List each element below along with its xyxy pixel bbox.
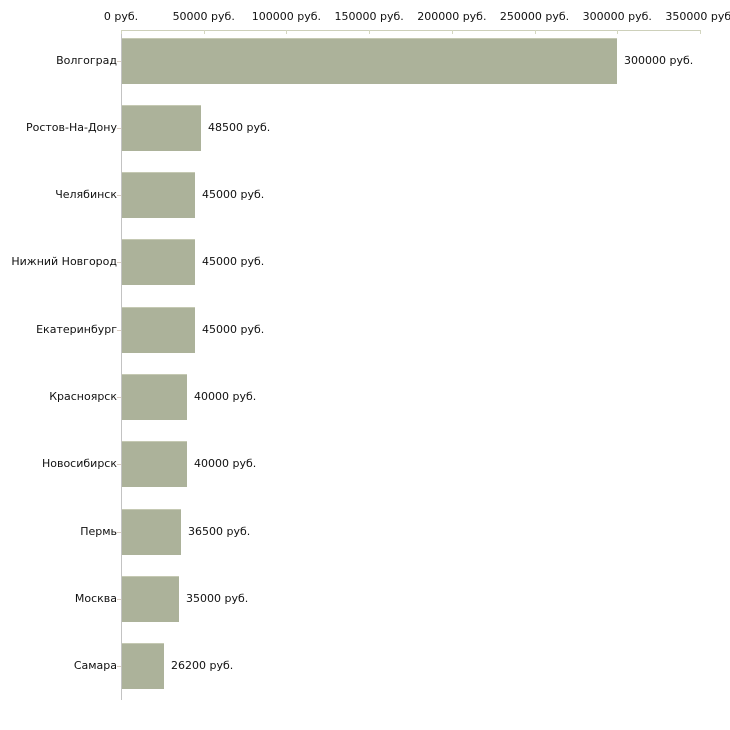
y-axis-line bbox=[121, 30, 122, 700]
category-tick-mark bbox=[117, 262, 121, 263]
value-label: 40000 руб. bbox=[194, 390, 257, 403]
bar bbox=[122, 307, 195, 353]
x-axis-tick-mark bbox=[617, 30, 619, 34]
x-axis-tick-label: 200000 руб. bbox=[417, 10, 487, 23]
x-axis-tick-mark bbox=[700, 30, 701, 34]
bar bbox=[122, 239, 195, 285]
bar bbox=[122, 105, 201, 151]
bar bbox=[122, 509, 181, 555]
value-label: 26200 руб. bbox=[171, 659, 234, 672]
value-label: 45000 руб. bbox=[202, 323, 265, 336]
value-label: 45000 руб. bbox=[202, 188, 265, 201]
category-tick-mark bbox=[117, 195, 121, 196]
category-tick-mark bbox=[117, 330, 121, 331]
x-axis-tick-mark bbox=[121, 30, 122, 34]
x-axis-tick-mark bbox=[534, 30, 536, 34]
category-label: Ростов-На-Дону bbox=[25, 121, 117, 134]
category-tick-mark bbox=[117, 464, 121, 465]
value-label: 45000 руб. bbox=[202, 255, 265, 268]
x-axis-tick-label: 250000 руб. bbox=[499, 10, 570, 23]
value-label: 300000 руб. bbox=[624, 54, 694, 67]
category-label: Нижний Новгород bbox=[11, 255, 117, 268]
category-label: Екатеринбург bbox=[36, 323, 117, 336]
category-tick-mark bbox=[117, 397, 121, 398]
category-label: Пермь bbox=[80, 525, 117, 538]
x-axis-tick-mark bbox=[369, 30, 371, 34]
category-label: Челябинск bbox=[55, 188, 117, 201]
x-axis-tick-label: 300000 руб. bbox=[582, 10, 652, 23]
category-tick-mark bbox=[117, 128, 121, 129]
category-tick-mark bbox=[117, 666, 121, 667]
category-label: Волгоград bbox=[56, 54, 117, 67]
value-label: 35000 руб. bbox=[186, 592, 249, 605]
x-axis-tick-label: 350000 руб. bbox=[665, 10, 730, 23]
x-axis-tick-mark bbox=[451, 30, 453, 34]
x-axis-tick-label: 150000 руб. bbox=[334, 10, 404, 23]
x-axis-tick-mark bbox=[286, 30, 288, 34]
bar bbox=[122, 576, 179, 622]
bar bbox=[122, 643, 164, 689]
category-label: Новосибирск bbox=[41, 457, 117, 470]
x-axis-tick-mark bbox=[203, 30, 205, 34]
bar bbox=[122, 172, 195, 218]
value-label: 48500 руб. bbox=[208, 121, 271, 134]
x-axis-tick-label: 100000 руб. bbox=[251, 10, 322, 23]
x-axis-tick-label: 50000 руб. bbox=[172, 10, 235, 23]
category-label: Москва bbox=[74, 592, 117, 605]
bar bbox=[122, 441, 187, 487]
category-label: Самара bbox=[73, 659, 117, 672]
category-tick-mark bbox=[117, 599, 121, 600]
value-label: 36500 руб. bbox=[188, 525, 251, 538]
value-label: 40000 руб. bbox=[194, 457, 257, 470]
bar bbox=[122, 38, 617, 84]
bar bbox=[122, 374, 187, 420]
x-axis-line bbox=[121, 30, 700, 31]
category-label: Красноярск bbox=[49, 390, 117, 403]
category-tick-mark bbox=[117, 61, 121, 62]
x-axis-tick-label: 0 руб. bbox=[103, 10, 139, 23]
category-tick-mark bbox=[117, 532, 121, 533]
